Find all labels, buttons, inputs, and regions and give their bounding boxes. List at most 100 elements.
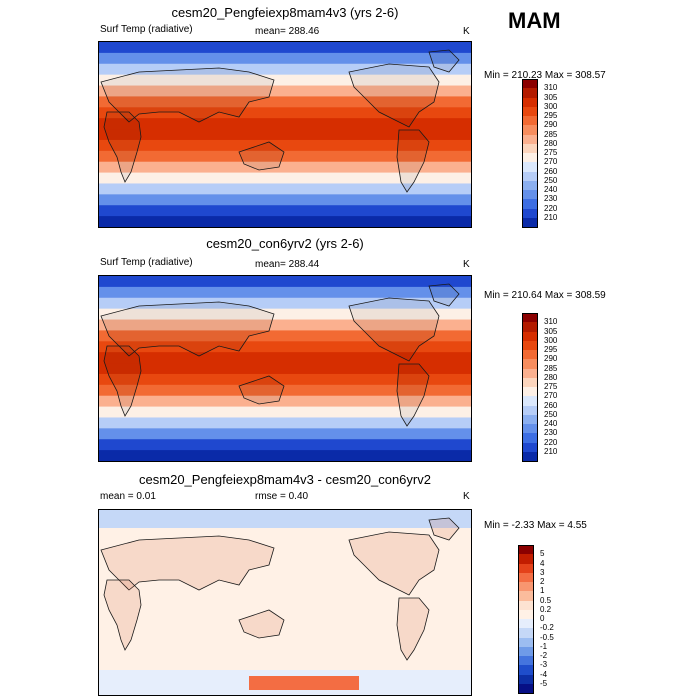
panel-2-title: cesm20_con6yrv2 (yrs 2-6) — [206, 236, 364, 251]
map-band — [99, 510, 471, 528]
map-band — [99, 286, 471, 299]
colorbar-swatch — [518, 572, 534, 583]
colorbar-swatch — [518, 619, 534, 629]
colorbar-swatch — [522, 433, 538, 443]
africa-outline-stroke — [103, 579, 142, 651]
panel-3-map — [98, 509, 472, 696]
colorbar-swatch — [522, 79, 538, 89]
colorbar-tick-label: -3 — [540, 660, 548, 670]
panel-2-minmax: Min = 210.64 Max = 308.59 — [484, 290, 606, 301]
map-band — [99, 150, 471, 163]
australia-outline — [239, 376, 284, 404]
north-america-outline — [349, 298, 439, 361]
australia-outline — [239, 142, 284, 170]
colorbar-swatch — [522, 405, 538, 416]
colorbar-tick-label: 220 — [544, 203, 558, 213]
panel-2-mean-label: mean= 288.44 — [255, 259, 320, 270]
eurasia-outline — [101, 302, 274, 356]
africa-outline-stroke — [103, 345, 142, 417]
panel-2-map-svg — [99, 276, 471, 461]
colorbar-tick-label: 2 — [540, 577, 545, 586]
colorbar-tick-label: 210 — [544, 446, 558, 456]
map-band — [99, 330, 471, 342]
colorbar-tick-label: 275 — [544, 148, 558, 157]
colorbar-swatch — [518, 656, 534, 666]
colorbar-swatch — [522, 350, 538, 360]
colorbar-tick-label: 0 — [540, 614, 545, 623]
season-label: MAM — [508, 8, 561, 33]
colorbar-swatch — [522, 368, 538, 379]
panel-3-map-svg — [99, 510, 471, 695]
colorbar-swatch — [518, 609, 534, 620]
panel-3-rmse-label: rmse = 0.40 — [255, 491, 309, 502]
south-america-outline — [397, 598, 429, 660]
map-band — [99, 42, 471, 54]
map-band — [99, 352, 471, 364]
map-band — [99, 161, 471, 174]
colorbar-swatch — [522, 190, 538, 200]
colorbar-tick-label: 5 — [540, 549, 545, 559]
colorbar-swatch — [518, 683, 534, 694]
colorbar-tick-label: 305 — [544, 92, 558, 102]
colorbar-swatch — [518, 554, 534, 564]
colorbar-tick-label: 280 — [544, 138, 558, 148]
colorbar-tick-label: 260 — [544, 166, 558, 176]
colorbar-tick-label: 240 — [544, 185, 558, 194]
panel-1-title: cesm20_Pengfeiexp8mam4v3 (yrs 2-6) — [171, 5, 399, 20]
africa-outline — [104, 346, 141, 416]
map-band — [99, 172, 471, 184]
map-band — [99, 439, 471, 451]
colorbar-tick-label: -0.5 — [540, 632, 554, 642]
south-america-outline-stroke — [396, 129, 430, 193]
map-band — [99, 129, 471, 141]
map-band — [99, 510, 471, 695]
colorbar-swatch — [522, 217, 538, 228]
colorbar-swatch — [518, 563, 534, 574]
greenland-outline — [429, 50, 459, 72]
colorbar-swatch — [522, 451, 538, 462]
colorbar-tick-label: 230 — [544, 428, 558, 438]
colorbar-swatch — [522, 88, 538, 98]
colorbar-tick-label: 295 — [544, 111, 558, 120]
panel-3-title: cesm20_Pengfeiexp8mam4v3 - cesm20_con6yr… — [139, 472, 431, 487]
colorbar-tick-label: -4 — [540, 669, 548, 679]
map-band — [99, 276, 471, 288]
colorbar-swatch — [522, 106, 538, 117]
north-america-outline-stroke — [348, 297, 440, 362]
colorbar-swatch — [522, 134, 538, 145]
colorbar-tick-label: 280 — [544, 372, 558, 382]
colorbar-tick-label: 295 — [544, 345, 558, 354]
colorbar-tick-label: 290 — [544, 354, 558, 364]
greenland-outline — [429, 284, 459, 306]
colorbar-tick-label: 0.2 — [540, 604, 552, 614]
north-america-outline-stroke — [348, 63, 440, 128]
map-band — [99, 395, 471, 408]
colorbar-swatch — [522, 340, 538, 351]
map-band — [99, 216, 471, 227]
map-band — [99, 74, 471, 87]
colorbar-tick-label: 310 — [544, 317, 558, 327]
south-america-outline-stroke — [396, 597, 430, 661]
australia-outline-stroke — [238, 609, 285, 639]
colorbar-swatch — [522, 396, 538, 406]
eurasia-outline-stroke — [100, 67, 275, 123]
panel-3-minmax: Min = -2.33 Max = 4.55 — [484, 520, 587, 531]
map-band — [99, 373, 471, 386]
colorbar-tick-label: 240 — [544, 419, 558, 428]
panel-2-variable-label: Surf Temp (radiative) — [100, 257, 193, 268]
greenland-outline — [429, 518, 459, 540]
colorbar-swatch — [522, 171, 538, 182]
panel-1-minmax: Min = 210.23 Max = 308.57 — [484, 70, 606, 81]
greenland-outline-stroke — [428, 49, 460, 73]
colorbar-tick-label: 305 — [544, 326, 558, 336]
north-america-outline — [349, 64, 439, 127]
map-band — [99, 96, 471, 108]
colorbar-swatch — [522, 377, 538, 388]
australia-outline-stroke — [238, 141, 285, 171]
colorbar-swatch — [522, 199, 538, 209]
africa-outline — [104, 112, 141, 182]
panel-1-map — [98, 41, 472, 228]
australia-outline-stroke — [238, 375, 285, 405]
colorbar-swatch — [518, 600, 534, 611]
colorbar-tick-label: 0.5 — [540, 595, 552, 605]
